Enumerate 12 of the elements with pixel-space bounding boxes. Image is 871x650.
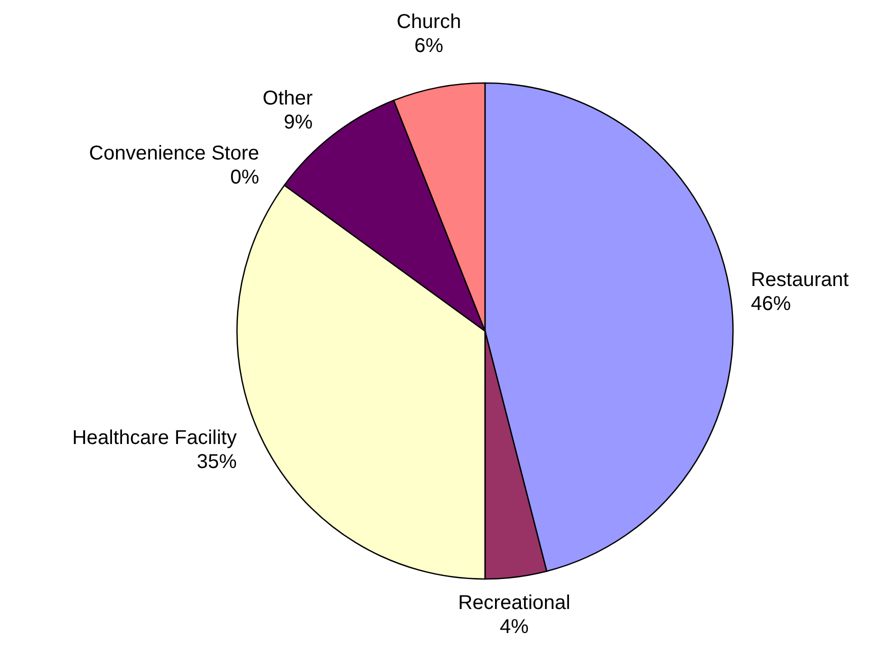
data-label: 6% [414, 34, 444, 57]
category-label: Convenience Store [89, 142, 260, 165]
slice-label: Other [262, 87, 314, 110]
data-label: 35% [196, 450, 237, 473]
slice-label: Healthcare Facility [72, 426, 237, 449]
slice-label: Church [396, 10, 462, 33]
data-label: 9% [284, 111, 313, 134]
data-label: 46% [750, 292, 792, 315]
slice-label: Restaurant [750, 268, 850, 291]
text: 0% [230, 166, 260, 189]
data-label: 4% [500, 616, 529, 638]
slice-label: Recreational [458, 592, 570, 614]
